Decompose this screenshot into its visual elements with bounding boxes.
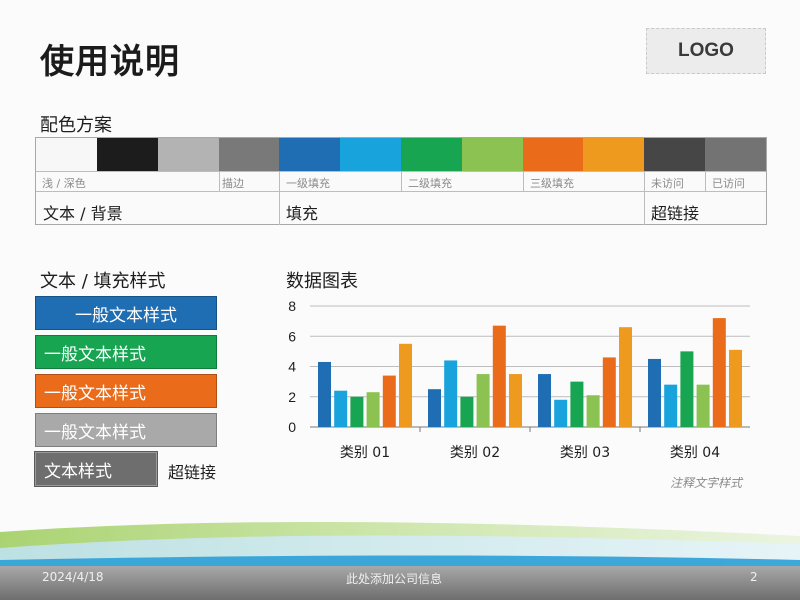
swatch-row [36, 138, 766, 171]
divider [401, 171, 402, 192]
bar [602, 357, 616, 427]
bar [334, 390, 348, 427]
footer-company: 此处添加公司信息 [346, 572, 443, 586]
footer-date: 2024/4/18 [42, 570, 104, 584]
bar [460, 396, 474, 427]
x-tick-label: 类别 02 [450, 445, 500, 461]
swatch-fill3-light [583, 138, 644, 171]
divider [705, 171, 706, 192]
label-text-background: 文本 / 背景 [43, 204, 123, 223]
footer-wave-decoration [0, 521, 800, 570]
label-hyperlink: 超链接 [651, 204, 700, 223]
bar [696, 384, 710, 427]
page-title: 使用说明 [40, 42, 180, 82]
chart-heading: 数据图表 [286, 271, 358, 292]
palette-heading: 配色方案 [40, 115, 112, 136]
swatch-fill1-light [340, 138, 401, 171]
swatch-stroke [219, 138, 279, 171]
palette-table: 浅 / 深色 描边 一级填充 二级填充 三级填充 未访问 已访问 文本 / 背景… [35, 137, 767, 225]
swatch-fill2-light [462, 138, 523, 171]
label-light-dark: 浅 / 深色 [42, 177, 86, 190]
x-tick-label: 类别 03 [560, 445, 610, 461]
style-box-outline: 文本样式 [34, 451, 158, 487]
style-box-blue: 一般文本样式 [35, 296, 217, 330]
bar [399, 343, 412, 427]
bar [366, 392, 380, 427]
logo-placeholder: LOGO [646, 28, 766, 74]
bar [444, 360, 458, 427]
swatch-light [36, 138, 97, 171]
style-box-green: 一般文本样式 [35, 335, 217, 369]
swatch-dark [97, 138, 158, 171]
bar [619, 327, 632, 427]
x-tick-label: 类别 04 [670, 445, 720, 461]
bar [680, 351, 694, 427]
swatch-gray-light [158, 138, 219, 171]
divider [644, 171, 645, 225]
bar [428, 389, 441, 427]
footer-bar [0, 566, 800, 600]
bar [492, 325, 506, 427]
x-tick-label: 类别 01 [340, 445, 390, 461]
y-tick-label: 6 [288, 328, 296, 344]
bar [509, 374, 522, 427]
swatch-unvisited [644, 138, 705, 171]
bar [664, 384, 678, 427]
swatch-fill2-dark [401, 138, 462, 171]
note-text: 注释文字样式 [670, 476, 743, 490]
style-box-orange: 一般文本样式 [35, 374, 217, 408]
label-fill: 填充 [286, 204, 319, 223]
swatch-fill3-dark [523, 138, 583, 171]
bar [318, 361, 331, 427]
footer-page-number: 2 [750, 570, 758, 584]
y-tick-label: 2 [288, 389, 296, 405]
bar [570, 381, 584, 427]
bar [476, 374, 490, 427]
bar [350, 396, 364, 427]
y-tick-label: 4 [288, 359, 296, 375]
bar [648, 358, 661, 427]
label-unvisited: 未访问 [651, 177, 684, 190]
label-fill3: 三级填充 [530, 177, 574, 190]
bar [586, 395, 600, 427]
divider [279, 171, 280, 225]
divider [523, 171, 524, 192]
label-fill1: 一级填充 [286, 177, 330, 190]
bar [554, 399, 568, 427]
bar [712, 318, 726, 427]
label-fill2: 二级填充 [408, 177, 452, 190]
label-visited: 已访问 [712, 177, 745, 190]
styles-heading: 文本 / 填充样式 [40, 271, 166, 292]
label-stroke: 描边 [222, 177, 244, 190]
bar [729, 349, 742, 427]
swatch-fill1-dark [279, 138, 340, 171]
bar-chart: 0 2 4 6 8 类别 01 类别 02 类别 03 类别 04 [288, 298, 750, 461]
swatch-visited [705, 138, 766, 171]
divider [219, 171, 220, 192]
bar [382, 375, 396, 427]
y-tick-label: 8 [288, 298, 296, 314]
y-tick-label: 0 [288, 419, 296, 435]
hyperlink-sample[interactable]: 超链接 [168, 463, 217, 482]
bar [538, 374, 551, 427]
style-box-gray: 一般文本样式 [35, 413, 217, 447]
